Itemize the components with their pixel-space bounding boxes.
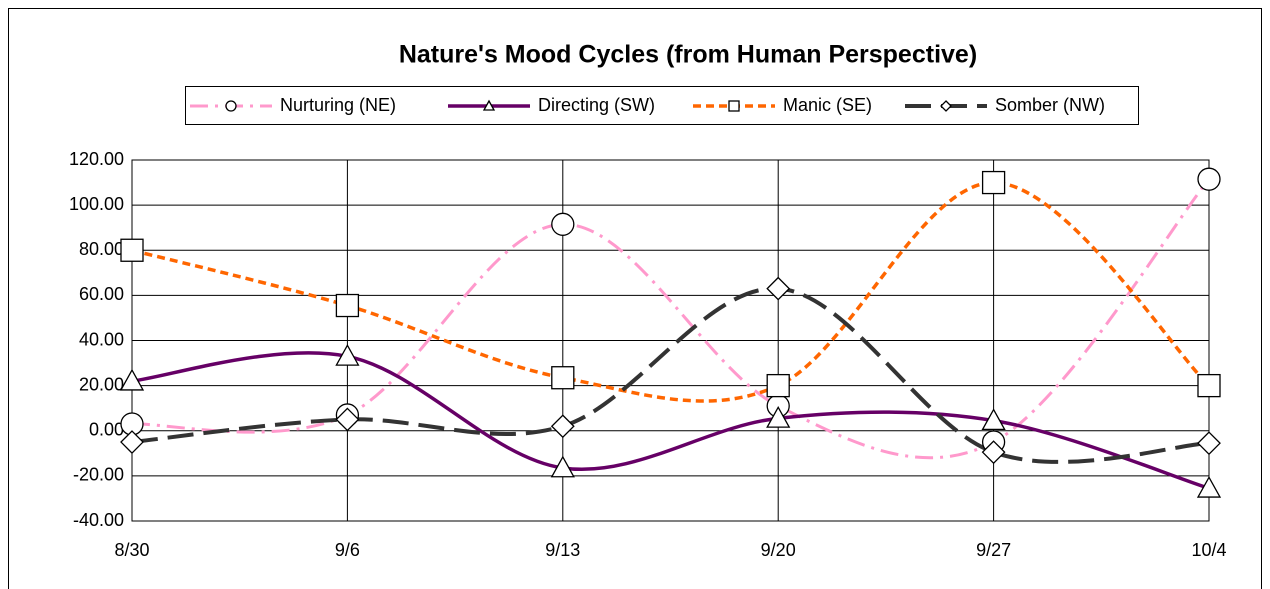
marker [728, 100, 740, 112]
marker [482, 99, 496, 111]
y-tick-label: 100.00 [69, 194, 124, 214]
series-line [131, 351, 1210, 490]
marker [551, 212, 575, 236]
marker [981, 170, 1006, 195]
y-tick-label: 60.00 [79, 284, 124, 304]
y-tick-label: 20.00 [79, 374, 124, 394]
legend-item: Directing (SW) [448, 95, 655, 115]
x-tick-label: 9/6 [335, 540, 360, 560]
legend-label: Manic (SE) [783, 95, 872, 115]
marker [120, 238, 144, 262]
x-tick-label: 9/27 [976, 540, 1011, 560]
series-line [131, 178, 1211, 460]
marker [981, 408, 1006, 431]
marker [119, 368, 145, 391]
marker [940, 100, 952, 112]
x-tick-label: 8/30 [114, 540, 149, 560]
y-tick-label: 120.00 [69, 149, 124, 169]
series-line [131, 180, 1211, 403]
marker [1197, 373, 1221, 398]
y-tick-label: 80.00 [79, 239, 124, 259]
legend-label: Nurturing (NE) [280, 95, 396, 115]
marker [766, 406, 791, 428]
y-tick-label: 0.00 [89, 420, 124, 440]
marker [550, 414, 575, 439]
marker [1197, 431, 1221, 456]
marker [981, 440, 1006, 465]
marker [1196, 475, 1222, 498]
series-line [131, 286, 1210, 464]
chart-title: Nature's Mood Cycles (from Human Perspec… [399, 41, 977, 69]
marker [335, 343, 360, 366]
marker [766, 373, 790, 398]
marker [1197, 167, 1221, 191]
marker [225, 100, 237, 112]
marker [335, 407, 360, 432]
x-tick-label: 9/20 [761, 540, 796, 560]
legend-label: Directing (SW) [538, 95, 655, 115]
y-tick-label: -40.00 [73, 510, 124, 530]
x-tick-label: 9/13 [545, 540, 580, 560]
y-tick-label: -20.00 [73, 465, 124, 485]
marker [551, 366, 575, 390]
legend-item: Nurturing (NE) [190, 95, 396, 115]
marker [120, 430, 144, 454]
legend-label: Somber (NW) [995, 95, 1105, 115]
marker [550, 455, 575, 478]
marker [766, 276, 791, 301]
x-tick-label: 10/4 [1191, 540, 1226, 560]
legend-item: Somber (NW) [905, 95, 1105, 115]
y-tick-label: 40.00 [79, 329, 124, 349]
marker [335, 293, 360, 318]
legend-item: Manic (SE) [693, 95, 872, 115]
